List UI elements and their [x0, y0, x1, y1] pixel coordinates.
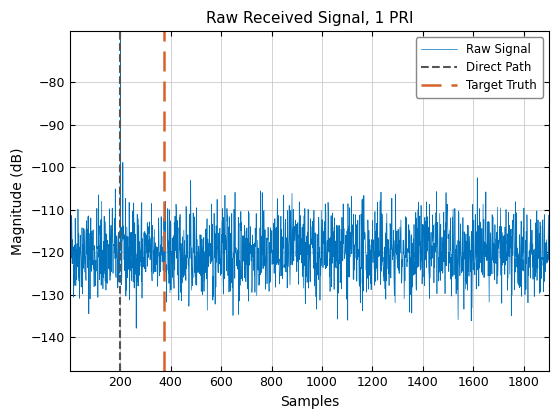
- Title: Raw Received Signal, 1 PRI: Raw Received Signal, 1 PRI: [206, 11, 413, 26]
- Raw Signal: [175, 291, 181, 296]
- Raw Signal: [136, 223, 142, 228]
- X-axis label: Samples: Samples: [280, 395, 339, 409]
- Legend: Raw Signal, Direct Path, Target Truth: Raw Signal, Direct Path, Target Truth: [416, 37, 543, 97]
- Line: Raw Signal: Raw Signal: [70, 32, 549, 328]
- Raw Signal: [90, 227, 96, 232]
- Y-axis label: Magnitude (dB): Magnitude (dB): [11, 148, 25, 255]
- Raw Signal: [117, 29, 124, 34]
- Raw Signal: [133, 326, 139, 331]
- Raw Signal: [417, 268, 424, 273]
- Raw Signal: [545, 257, 552, 262]
- Raw Signal: [179, 252, 185, 257]
- Raw Signal: [257, 189, 264, 194]
- Raw Signal: [67, 238, 73, 243]
